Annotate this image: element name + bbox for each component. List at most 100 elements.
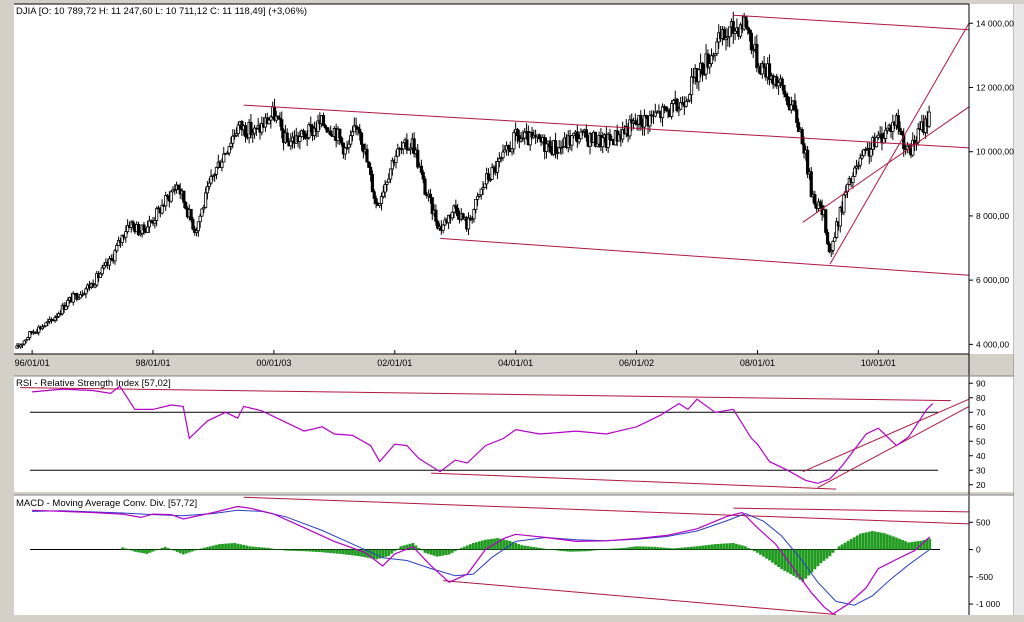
candle-body: [601, 137, 605, 148]
candle-body: [490, 166, 494, 180]
macd-histogram-bar: [777, 549, 781, 567]
candle-body: [227, 146, 231, 154]
macd-histogram-bar: [178, 549, 182, 554]
macd-histogram-bar: [843, 542, 847, 550]
candle-body: [530, 131, 534, 138]
macd-histogram-bar: [529, 546, 533, 550]
macd-histogram-bar: [550, 549, 554, 551]
candle-body: [136, 224, 141, 236]
candle-body: [446, 214, 451, 224]
candle-body: [869, 148, 873, 157]
macd-histogram-bar: [750, 549, 753, 551]
candle-body: [751, 48, 755, 51]
candle-body: [795, 109, 799, 124]
candle-body: [902, 134, 906, 150]
rsi-trendline: [19, 387, 951, 402]
candle-body: [251, 132, 255, 136]
rsi-panel[interactable]: [14, 376, 969, 492]
candle-body: [233, 134, 237, 137]
candle-body: [835, 221, 839, 238]
candle-body: [675, 98, 679, 112]
candle-body: [220, 161, 224, 169]
candle-body: [644, 114, 648, 118]
macd-histogram-bar: [607, 548, 611, 550]
macd-histogram-bar: [689, 546, 693, 550]
macd-histogram-bar: [731, 543, 735, 550]
candle-body: [124, 231, 128, 238]
candle-body: [523, 131, 527, 139]
price-x-axis: 96/01/01 98/01/01 00/01/03 02/01/01 04/01/01…: [15, 350, 896, 368]
macd-histogram-bar: [453, 549, 457, 552]
candle-body: [856, 164, 860, 167]
x-tick-label: 08/01/01: [740, 358, 775, 368]
candle-body: [706, 53, 710, 68]
candle-body: [321, 115, 326, 126]
macd-histogram-bar: [653, 546, 657, 550]
candle-body: [780, 78, 784, 86]
macd-plot: [30, 496, 970, 615]
candle-body: [896, 115, 900, 129]
macd-histogram-bar: [728, 543, 732, 550]
candle-body: [486, 173, 491, 180]
macd-histogram-bar: [372, 549, 376, 559]
candle-body: [838, 207, 842, 227]
macd-histogram-bar: [393, 549, 397, 552]
macd-histogram-bar: [713, 544, 717, 550]
candle-body: [182, 190, 186, 203]
macd-histogram-bar: [348, 549, 351, 555]
candle-body: [145, 226, 150, 233]
macd-histogram-bar: [704, 545, 708, 550]
candle-body: [441, 224, 445, 231]
candle-body: [301, 130, 306, 135]
macd-histogram-bar: [284, 549, 288, 551]
x-tick-label: 00/01/03: [256, 358, 291, 368]
candle-body: [738, 24, 743, 37]
candle-body: [428, 193, 433, 199]
candle-body: [200, 208, 204, 217]
x-tick-label: 98/01/01: [135, 358, 170, 368]
candle-body: [642, 114, 647, 128]
macd-histogram-bar: [351, 549, 354, 556]
macd-histogram-bar: [236, 543, 240, 550]
macd-histogram-bar: [202, 547, 206, 550]
macd-histogram-bar: [810, 549, 814, 573]
y-tick-label: 40: [976, 451, 986, 461]
candle-body: [679, 102, 683, 110]
candle-body: [309, 124, 313, 127]
candle-body: [570, 135, 574, 146]
candle-body: [421, 171, 425, 180]
price-plot: [15, 11, 970, 349]
macd-histogram-bar: [725, 543, 729, 550]
macd-histogram-bar: [523, 545, 527, 550]
candle-body: [802, 143, 806, 154]
candle-body: [883, 129, 888, 139]
macd-histogram-bar: [184, 549, 188, 554]
macd-histogram-bar: [601, 549, 605, 550]
candle-body: [388, 168, 393, 180]
macd-histogram-bar: [846, 540, 850, 550]
candle-body: [361, 143, 365, 153]
candle-body: [806, 149, 810, 175]
macd-histogram-bar: [864, 532, 868, 550]
macd-histogram-bar: [251, 546, 255, 550]
macd-histogram-bar: [610, 548, 614, 550]
candle-body: [653, 111, 657, 117]
candle-body: [503, 149, 507, 153]
candle-body: [196, 221, 200, 232]
macd-histogram-bar: [849, 539, 853, 550]
candle-body: [512, 132, 516, 150]
candle-body: [572, 133, 576, 137]
candle-body: [138, 232, 142, 236]
macd-histogram-bar: [855, 535, 859, 550]
macd-histogram-bar: [456, 549, 460, 551]
macd-trendline: [733, 507, 970, 513]
vertical-scrollbar[interactable]: [1014, 4, 1024, 615]
candle-body: [24, 339, 28, 342]
price-axis-area: [969, 4, 1014, 354]
macd-histogram-bar: [124, 548, 128, 550]
macd-histogram-bar: [647, 546, 651, 550]
candle-body: [831, 240, 835, 251]
candle-body: [800, 129, 804, 145]
candle-body: [35, 331, 39, 334]
macd-histogram-bar: [402, 545, 406, 550]
